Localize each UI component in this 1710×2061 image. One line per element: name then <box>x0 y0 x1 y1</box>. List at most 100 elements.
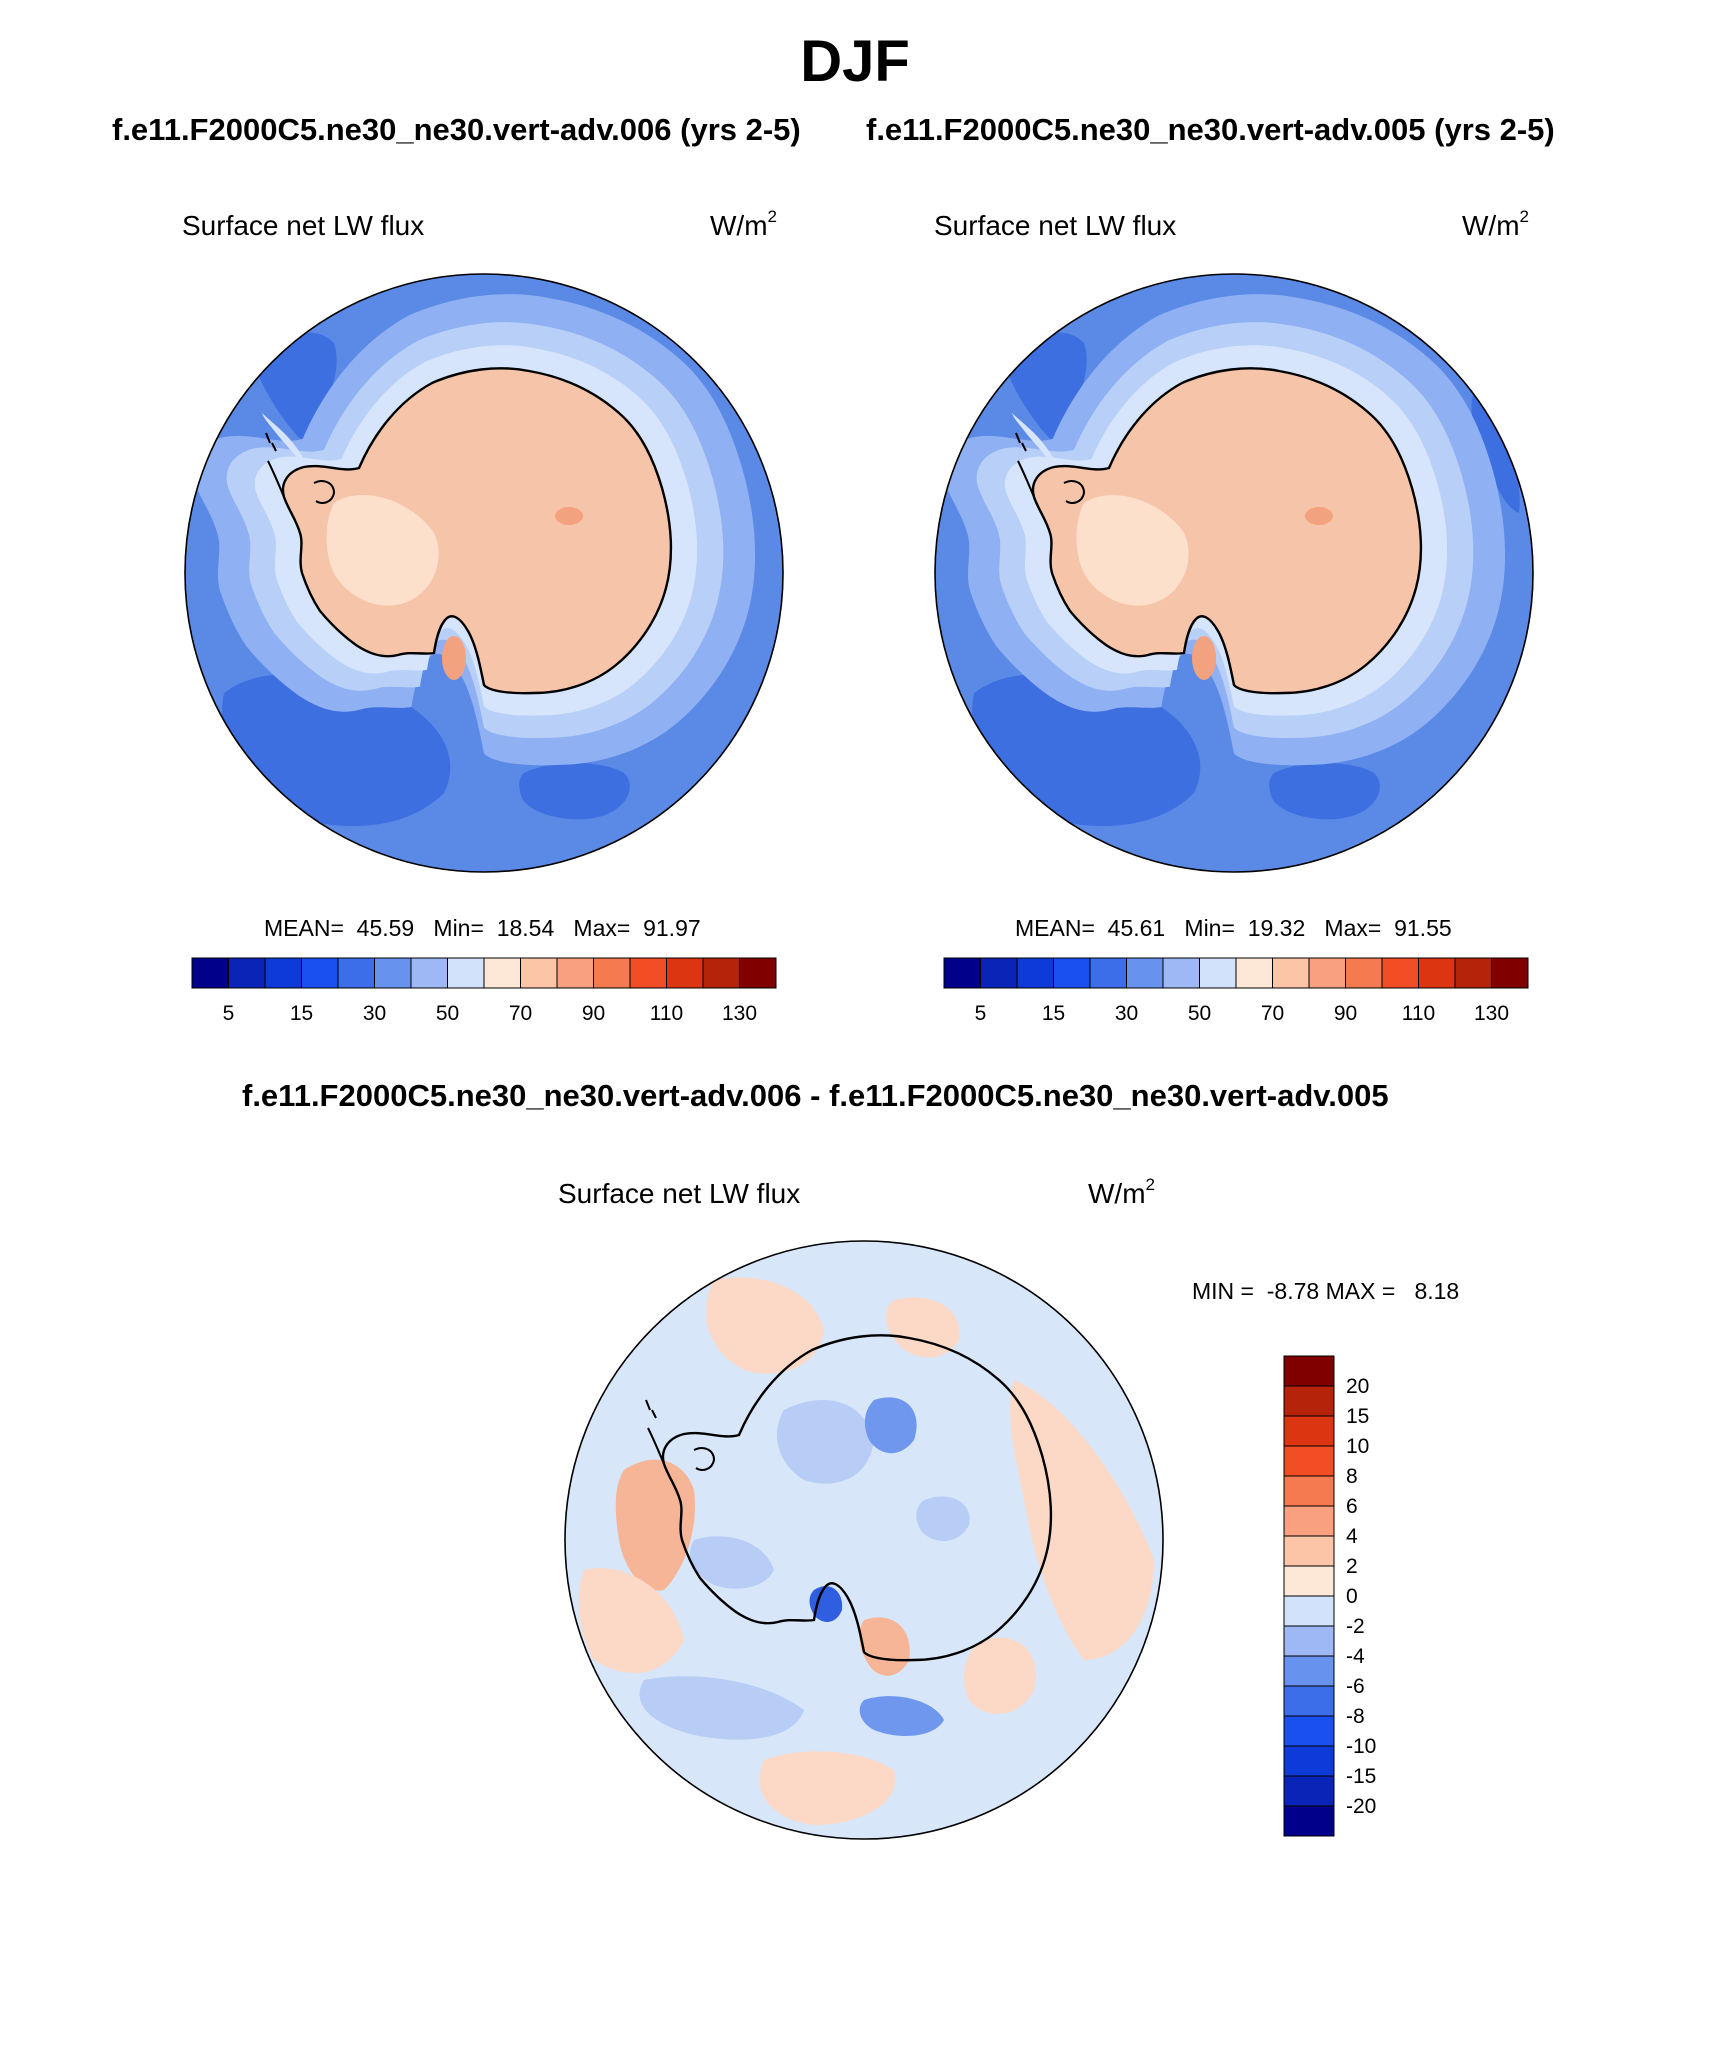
colorbar-tick-label: 70 <box>1261 1002 1284 1025</box>
colorbar-tick-label: 30 <box>363 1002 386 1025</box>
colorbar-tick-label: 90 <box>1334 1002 1357 1025</box>
colorbar-box <box>1283 1655 1335 1687</box>
contour-patch <box>639 1676 804 1740</box>
colorbar-tick-label: 130 <box>1474 1002 1509 1025</box>
contour-patch <box>809 1586 843 1622</box>
land-warm-patch <box>442 636 466 680</box>
colorbar-tick-label: 50 <box>436 1002 459 1025</box>
peninsula <box>1012 413 1054 467</box>
diff-polar-map <box>564 1240 1164 1840</box>
right-units: W/m2 <box>1462 207 1529 241</box>
contour-patch <box>578 1568 684 1674</box>
coastline-islands <box>1015 432 1035 498</box>
diff-subtitle: f.e11.F2000C5.ne30_ne30.vert-adv.006 - f… <box>242 1078 1389 1113</box>
ocean-dark-region <box>1269 762 1380 820</box>
left-units: W/m2 <box>710 207 777 241</box>
colorbar-tick-label: 6 <box>1346 1495 1358 1518</box>
colorbar-box <box>1283 1805 1335 1837</box>
colorbar-box <box>1016 957 1054 989</box>
left-stats: MEAN= 45.59 Min= 18.54 Max= 91.97 <box>264 915 701 941</box>
right-polar-map <box>934 273 1534 873</box>
coastline-islands <box>645 1399 665 1465</box>
colorbar-box <box>1283 1775 1335 1807</box>
colorbar-box <box>1283 1745 1335 1777</box>
colorbar-tick-label: 130 <box>722 1002 757 1025</box>
ocean-dark-region <box>519 762 630 820</box>
colorbar-tick-label: -2 <box>1346 1615 1365 1638</box>
colorbar-box <box>1491 957 1529 989</box>
contour-patch <box>886 1297 960 1358</box>
colorbar-box <box>410 957 448 989</box>
colorbar-box <box>374 957 412 989</box>
map-boundary-circle <box>934 273 1534 873</box>
contour-patch <box>1009 1380 1154 1660</box>
map-boundary-circle <box>184 273 784 873</box>
colorbar-box <box>980 957 1018 989</box>
colorbar-box <box>1283 1565 1335 1597</box>
ocean-dark-region <box>972 674 1201 827</box>
colorbar-tick-label: 70 <box>509 1002 532 1025</box>
colorbar-tick-label: 90 <box>582 1002 605 1025</box>
colorbar-box <box>191 957 229 989</box>
colorbar-box <box>556 957 594 989</box>
map-boundary-circle <box>564 1240 1164 1840</box>
colorbar-box <box>1345 957 1383 989</box>
colorbar-box <box>1283 1535 1335 1567</box>
colorbar-box <box>1162 957 1200 989</box>
right-colorbar: 5 15 30 50 70 90 110 130 <box>943 957 1529 1025</box>
contour-patch <box>776 1400 874 1484</box>
colorbar-box <box>1308 957 1346 989</box>
colorbar-tick-label: 110 <box>1402 1002 1435 1025</box>
land-warm-patch <box>555 507 583 525</box>
colorbar-box <box>1283 1355 1335 1387</box>
colorbar-tick-label: 15 <box>290 1002 313 1025</box>
colorbar-box <box>1283 1685 1335 1717</box>
colorbar-box <box>520 957 558 989</box>
colorbar-box <box>1126 957 1164 989</box>
colorbar-box <box>702 957 740 989</box>
colorbar-box <box>264 957 302 989</box>
colorbar-tick-label: 110 <box>650 1002 683 1025</box>
left-subtitle: f.e11.F2000C5.ne30_ne30.vert-adv.006 (yr… <box>112 112 801 147</box>
colorbar-tick-label: 10 <box>1346 1435 1369 1458</box>
diff-variable-label: Surface net LW flux <box>558 1178 801 1209</box>
colorbar-tick-label: 4 <box>1346 1525 1358 1548</box>
land-light-patch <box>1076 494 1189 606</box>
diff-units: W/m2 <box>1088 1175 1155 1209</box>
colorbar-box <box>301 957 339 989</box>
colorbar-tick-label: 5 <box>975 1002 987 1025</box>
land-warm-patch <box>1305 507 1333 525</box>
contour-patch <box>964 1637 1036 1714</box>
land-warm-patch <box>1192 636 1216 680</box>
colorbar-tick-label: 5 <box>223 1002 235 1025</box>
colorbar-box <box>943 957 981 989</box>
contour-patch <box>916 1496 970 1542</box>
colorbar-tick-label: 20 <box>1346 1375 1369 1398</box>
right-variable-label: Surface net LW flux <box>934 210 1177 241</box>
continent-fill <box>282 368 671 694</box>
colorbar-box <box>1283 1595 1335 1627</box>
diff-stats: MIN = -8.78 MAX = 8.18 <box>1192 1278 1460 1304</box>
colorbar-box <box>1199 957 1237 989</box>
peninsula <box>262 413 304 467</box>
coastline <box>281 367 673 695</box>
right-subtitle: f.e11.F2000C5.ne30_ne30.vert-adv.005 (yr… <box>866 112 1555 147</box>
right-stats: MEAN= 45.61 Min= 19.32 Max= 91.55 <box>1015 915 1452 941</box>
contour-patch <box>864 1397 917 1454</box>
colorbar-box <box>739 957 777 989</box>
coastline <box>1031 367 1423 695</box>
land-light-patch <box>326 494 439 606</box>
colorbar-box <box>593 957 631 989</box>
figure-title: DJF <box>800 29 910 94</box>
ice-shelf-outline <box>1063 480 1086 504</box>
colorbar-box <box>1272 957 1310 989</box>
colorbar-tick-label: -6 <box>1346 1675 1365 1698</box>
colorbar-tick-label: -15 <box>1346 1765 1376 1788</box>
colorbar-tick-label: 15 <box>1346 1405 1369 1428</box>
colorbar-box <box>629 957 667 989</box>
coastline-islands <box>265 432 285 498</box>
colorbar-box <box>1053 957 1091 989</box>
colorbar-tick-label: 8 <box>1346 1465 1358 1488</box>
colorbar-tick-label: -4 <box>1346 1645 1365 1668</box>
